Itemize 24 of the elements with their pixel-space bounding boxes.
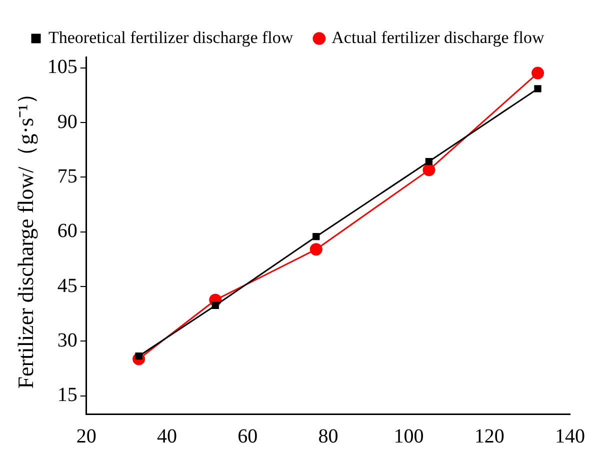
x-tick-label: 80 xyxy=(318,425,338,448)
x-tick-label: 140 xyxy=(555,425,585,448)
x-tick-label: 100 xyxy=(394,425,424,448)
point xyxy=(312,233,320,240)
point xyxy=(422,164,436,176)
y-tick-label: 90 xyxy=(57,110,78,133)
point xyxy=(534,85,542,92)
y-axis-title: Fertilizer discharge flow/（g·s⁻¹） xyxy=(12,82,38,389)
legend-label: Theoretical fertilizer discharge flow xyxy=(48,28,294,47)
y-tick-label: 45 xyxy=(57,274,78,297)
y-tick-label: 75 xyxy=(57,165,78,188)
point xyxy=(212,302,219,310)
y-tick-label: 105 xyxy=(47,56,78,78)
y-tick-label: 60 xyxy=(57,220,78,242)
y-tick-label: 15 xyxy=(57,384,78,406)
x-tick-label: 20 xyxy=(76,425,96,448)
x-tick-label: 40 xyxy=(157,425,177,448)
y-tick-label: 30 xyxy=(57,329,78,352)
point xyxy=(532,66,544,80)
legend-label: Actual fertilizer discharge flow xyxy=(332,28,545,47)
point xyxy=(310,243,322,256)
point xyxy=(425,158,433,166)
x-tick-label: 60 xyxy=(238,425,258,448)
x-tick-label: 120 xyxy=(474,425,504,448)
